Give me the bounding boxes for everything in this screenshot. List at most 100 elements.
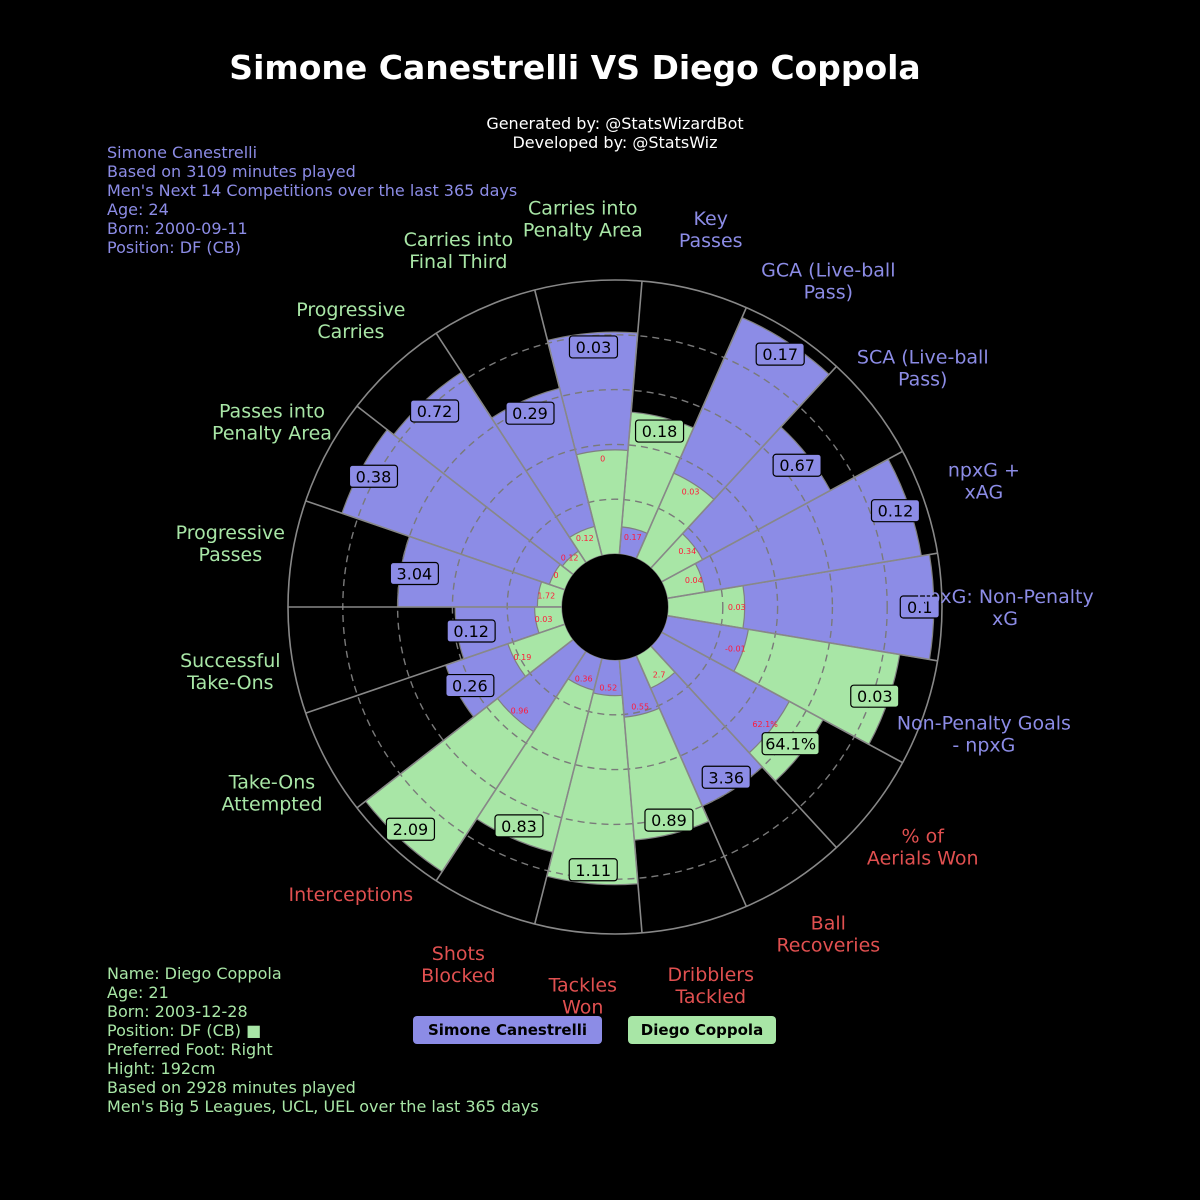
value-box xyxy=(701,765,751,789)
grid-spoke xyxy=(533,289,603,556)
player-b-info-line: Men's Big 5 Leagues, UCL, UEL over the l… xyxy=(107,1097,539,1116)
player-b-info: Name: Diego Coppola Age: 21 Born: 2003-1… xyxy=(107,964,539,1116)
value-label: 0.26 xyxy=(452,677,488,696)
value-label: 2.09 xyxy=(393,820,429,839)
category-label: npxG + xAG xyxy=(948,459,1020,503)
grid-spoke xyxy=(635,307,748,559)
grid-spoke xyxy=(356,638,574,809)
value-label: 0.03 xyxy=(857,687,893,706)
inner-value-label: 0.17 xyxy=(624,533,642,542)
value-label: 0.72 xyxy=(417,402,453,421)
value-box xyxy=(568,858,618,882)
player-a-info-line: Born: 2000-09-11 xyxy=(107,219,248,238)
inner-value-label: 1.72 xyxy=(537,592,555,601)
value-label: 3.36 xyxy=(708,768,744,787)
inner-value-label: 0.03 xyxy=(535,615,553,624)
developed-by-text: Developed by: @StatsWiz xyxy=(512,133,718,152)
inner-value-label: 62.1% xyxy=(752,720,778,729)
inner-value-label: 0.03 xyxy=(728,603,746,612)
category-label: Dribblers Tackled xyxy=(667,964,754,1008)
value-box xyxy=(409,399,460,423)
grid-spoke xyxy=(667,552,938,600)
value-box xyxy=(348,464,399,488)
value-label: 0.12 xyxy=(453,622,489,641)
inner-value-label: 0.19 xyxy=(514,653,532,662)
value-label: 0.1 xyxy=(907,598,932,617)
inner-value-label: 0.36 xyxy=(575,674,593,683)
category-label: GCA (Live-ball Pass) xyxy=(761,260,895,304)
inner-value-label: 0.55 xyxy=(631,702,649,711)
value-box xyxy=(385,817,436,841)
inner-value-label: 0.34 xyxy=(678,547,696,556)
legend-player-a: Simone Canestrelli xyxy=(413,1016,602,1044)
player-b-info-line: Based on 2928 minutes played xyxy=(107,1078,356,1097)
category-label: Successful Take-Ons xyxy=(180,650,281,694)
player-b-info-line: Age: 21 xyxy=(107,983,169,1002)
grid-spoke xyxy=(661,631,903,764)
center-hole xyxy=(562,554,668,660)
player-a-info: Simone Canestrelli Based on 3109 minutes… xyxy=(107,143,517,257)
category-label: SCA (Live-ball Pass) xyxy=(857,346,989,390)
category-label: Carries into Penalty Area xyxy=(523,197,643,241)
category-label: Non-Penalty Goals - npxG xyxy=(897,713,1071,757)
value-label: 64.1% xyxy=(765,735,816,754)
category-label: Shots Blocked xyxy=(421,943,495,987)
value-label: 0.12 xyxy=(878,502,914,521)
category-label: Carries into Final Third xyxy=(404,229,514,273)
value-box xyxy=(772,453,822,477)
legend-player-b: Diego Coppola xyxy=(628,1016,776,1044)
inner-value-label: 0 xyxy=(554,571,559,580)
inner-value-label: 2.7 xyxy=(653,670,666,679)
value-box xyxy=(761,732,820,756)
value-box xyxy=(899,595,940,619)
value-label: 0.18 xyxy=(642,422,678,441)
value-box xyxy=(505,401,555,425)
category-label: Interceptions xyxy=(289,884,414,906)
generated-by-text: Generated by: @StatsWizardBot xyxy=(486,114,744,133)
player-b-info-line: Name: Diego Coppola xyxy=(107,964,282,983)
value-box xyxy=(870,499,921,523)
player-a-info-line: Men's Next 14 Competitions over the last… xyxy=(107,181,518,200)
value-box xyxy=(389,561,439,586)
inner-value-label: 0.04 xyxy=(685,576,703,585)
category-label: Ball Recoveries xyxy=(776,912,880,956)
category-label: % of Aerials Won xyxy=(867,826,979,870)
inner-value-label: 0.52 xyxy=(599,683,617,692)
inner-value-label: 0.03 xyxy=(682,487,700,496)
player-a-info-line: Age: 24 xyxy=(107,200,169,219)
inner-value-label: -0.01 xyxy=(725,644,746,653)
value-label: 0.67 xyxy=(779,456,815,475)
player-a-info-line: Position: DF (CB) xyxy=(107,238,242,257)
grid-spoke xyxy=(305,500,566,591)
value-label: 3.04 xyxy=(397,565,433,584)
grid-spoke xyxy=(618,659,643,933)
inner-value-label: 0.12 xyxy=(576,534,594,543)
player-b-info-line: Preferred Foot: Right xyxy=(107,1040,273,1059)
category-label: Progressive Carries xyxy=(296,299,405,343)
value-box xyxy=(850,684,900,708)
grid-spoke xyxy=(618,281,643,555)
value-box xyxy=(446,619,496,643)
value-box xyxy=(755,342,805,366)
value-label: 1.11 xyxy=(575,861,611,880)
value-label: 0.83 xyxy=(501,817,537,836)
category-label: Progressive Passes xyxy=(176,522,285,566)
value-label: 0.38 xyxy=(356,467,392,486)
grid-spoke xyxy=(533,658,603,925)
player-b-info-line: Born: 2003-12-28 xyxy=(107,1002,248,1021)
category-label: Take-Ons Attempted xyxy=(221,772,322,816)
value-box xyxy=(644,808,694,832)
credits: Generated by: @StatsWizardBot Developed … xyxy=(415,114,815,152)
grid-spoke xyxy=(650,645,838,849)
inner-value-label: 0 xyxy=(600,454,605,463)
player-a-info-line: Simone Canestrelli xyxy=(107,143,258,162)
category-label: Tackles Won xyxy=(548,975,617,1019)
value-label: 0.03 xyxy=(576,338,612,357)
player-b-info-line: Hight: 192cm xyxy=(107,1059,216,1078)
value-label: 0.17 xyxy=(762,345,798,364)
value-box xyxy=(494,814,544,838)
grid-spoke xyxy=(661,450,903,583)
value-label: 0.29 xyxy=(512,404,548,423)
grid-spoke xyxy=(435,650,587,882)
